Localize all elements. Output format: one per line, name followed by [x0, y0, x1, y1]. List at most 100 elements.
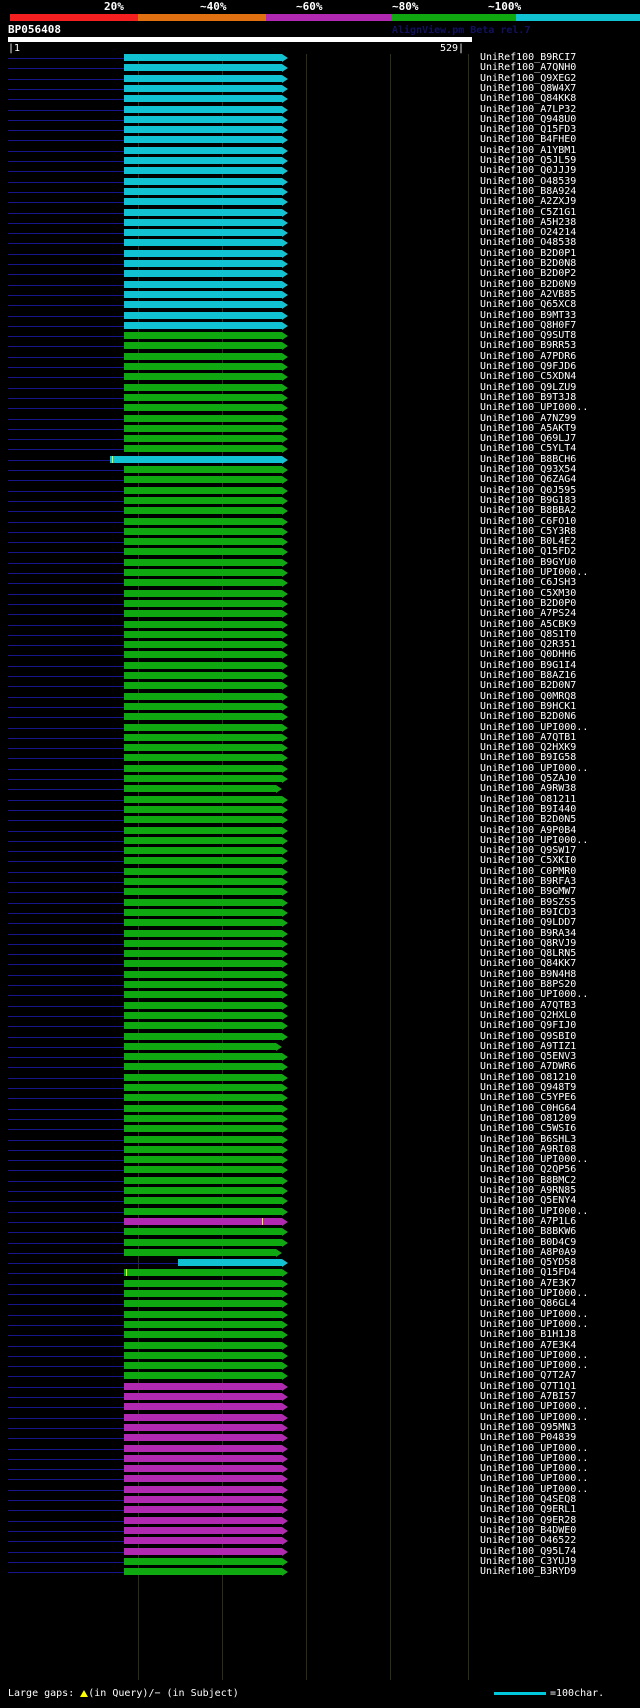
- hit-row[interactable]: UniRef100_Q9ERL1: [0, 1504, 640, 1515]
- hit-sequence-id[interactable]: UniRef100_Q84KK7: [480, 958, 577, 970]
- hsp-bar[interactable]: [124, 445, 282, 453]
- hit-row[interactable]: UniRef100_UPI000..: [0, 1154, 640, 1165]
- hit-sequence-id[interactable]: UniRef100_O48539: [480, 175, 577, 187]
- hsp-bar[interactable]: [124, 692, 282, 700]
- hit-row[interactable]: UniRef100_B9MT33: [0, 310, 640, 321]
- hit-sequence-id[interactable]: UniRef100_UPI000..: [480, 1349, 589, 1361]
- hsp-bar[interactable]: [124, 1279, 282, 1287]
- hit-sequence-id[interactable]: UniRef100_Q84KK8: [480, 93, 577, 105]
- hsp-bar[interactable]: [124, 1413, 282, 1421]
- hit-row[interactable]: UniRef100_B8BCH6: [0, 454, 640, 465]
- hit-sequence-id[interactable]: UniRef100_A7DWR6: [480, 1061, 577, 1073]
- hit-sequence-id[interactable]: UniRef100_B8BMC2: [480, 1174, 577, 1186]
- hsp-bar[interactable]: [124, 1568, 282, 1576]
- hsp-bar[interactable]: [124, 1228, 282, 1236]
- hit-sequence-id[interactable]: UniRef100_A9P0B4: [480, 824, 577, 836]
- hit-sequence-id[interactable]: UniRef100_UPI000..: [480, 834, 589, 846]
- hsp-bar[interactable]: [124, 569, 282, 576]
- hit-row[interactable]: UniRef100_C5YPE6: [0, 1092, 640, 1103]
- hit-sequence-id[interactable]: UniRef100_B9HCK1: [480, 700, 577, 712]
- hit-sequence-id[interactable]: UniRef100_A7LP32: [480, 103, 577, 115]
- hsp-bar[interactable]: [124, 723, 282, 731]
- hit-sequence-id[interactable]: UniRef100_Q8LRN5: [480, 948, 577, 960]
- hit-sequence-id[interactable]: UniRef100_C3YUJ9: [480, 1555, 577, 1567]
- hit-sequence-id[interactable]: UniRef100_O24214: [480, 227, 577, 239]
- hit-sequence-id[interactable]: UniRef100_C0HG64: [480, 1102, 577, 1114]
- hit-sequence-id[interactable]: UniRef100_A2ZXJ9: [480, 196, 577, 208]
- hsp-bar[interactable]: [124, 1187, 282, 1194]
- hit-row[interactable]: UniRef100_Q5ENV3: [0, 1051, 640, 1062]
- hsp-bar[interactable]: [124, 1526, 282, 1534]
- hit-row[interactable]: UniRef100_O46522: [0, 1535, 640, 1546]
- hsp-bar[interactable]: [124, 1197, 282, 1205]
- hit-row[interactable]: UniRef100_B2D0P2: [0, 268, 640, 279]
- hsp-bar[interactable]: [124, 126, 282, 134]
- hit-sequence-id[interactable]: UniRef100_Q65XC8: [480, 299, 577, 311]
- hsp-bar[interactable]: [124, 1001, 282, 1009]
- hsp-bar[interactable]: [124, 486, 282, 494]
- hit-sequence-id[interactable]: UniRef100_B8PS20: [480, 979, 577, 990]
- hit-row[interactable]: UniRef100_C5Y3R8: [0, 526, 640, 537]
- hsp-bar[interactable]: [124, 795, 282, 803]
- hit-sequence-id[interactable]: UniRef100_Q2HXL0: [480, 1009, 577, 1021]
- hit-row[interactable]: UniRef100_Q0MRQ8: [0, 691, 640, 702]
- hit-sequence-id[interactable]: UniRef100_Q15FD4: [480, 1267, 577, 1279]
- hsp-bar[interactable]: [124, 270, 282, 278]
- hsp-bar[interactable]: [124, 84, 282, 92]
- hit-sequence-id[interactable]: UniRef100_B9GYU0: [480, 556, 577, 568]
- hit-sequence-id[interactable]: UniRef100_Q9XEG2: [480, 72, 577, 84]
- hit-sequence-id[interactable]: UniRef100_A5CBK9: [480, 618, 577, 630]
- hit-sequence-id[interactable]: UniRef100_UPI000..: [480, 1442, 589, 1454]
- hit-row[interactable]: UniRef100_Q9SW17: [0, 845, 640, 856]
- hsp-bar[interactable]: [124, 1156, 282, 1164]
- hsp-bar[interactable]: [124, 1444, 282, 1452]
- hit-sequence-id[interactable]: UniRef100_Q6ZAG4: [480, 474, 577, 486]
- hit-sequence-id[interactable]: UniRef100_UPI000..: [480, 402, 589, 414]
- hit-sequence-id[interactable]: UniRef100_Q8H0F7: [480, 319, 577, 331]
- hit-sequence-id[interactable]: UniRef100_Q86GL4: [480, 1298, 577, 1310]
- hsp-bar[interactable]: [124, 785, 276, 793]
- hit-row[interactable]: UniRef100_Q86GL4: [0, 1298, 640, 1310]
- hit-sequence-id[interactable]: UniRef100_UPI000..: [480, 1288, 589, 1299]
- hit-sequence-id[interactable]: UniRef100_Q948T9: [480, 1082, 577, 1093]
- hsp-bar[interactable]: [124, 1454, 282, 1462]
- hit-sequence-id[interactable]: UniRef100_B2D0N7: [480, 680, 577, 692]
- hsp-bar[interactable]: [124, 466, 282, 473]
- hsp-bar[interactable]: [124, 1022, 282, 1030]
- hsp-bar[interactable]: [124, 991, 282, 999]
- hit-sequence-id[interactable]: UniRef100_Q7T1Q1: [480, 1380, 577, 1392]
- hsp-bar[interactable]: [124, 826, 282, 834]
- hit-row[interactable]: UniRef100_Q9LZU9: [0, 382, 640, 393]
- hsp-bar[interactable]: [124, 527, 282, 535]
- hsp-bar[interactable]: [124, 157, 282, 164]
- hsp-bar[interactable]: [110, 455, 282, 463]
- hit-row[interactable]: UniRef100_B8AZ16: [0, 670, 640, 681]
- hit-row[interactable]: UniRef100_Q93X54: [0, 464, 640, 475]
- hit-row[interactable]: UniRef100_Q5ENY4: [0, 1195, 640, 1206]
- hsp-bar[interactable]: [124, 1403, 282, 1411]
- hit-row[interactable]: UniRef100_Q9XEG2: [0, 72, 640, 84]
- hit-sequence-id[interactable]: UniRef100_B2D0N9: [480, 278, 577, 290]
- hit-row[interactable]: UniRef100_UPI000..: [0, 1349, 640, 1361]
- hsp-bar[interactable]: [124, 1032, 282, 1040]
- hit-row[interactable]: UniRef100_Q95MN3: [0, 1422, 640, 1433]
- hsp-bar[interactable]: [124, 424, 282, 432]
- hit-row[interactable]: UniRef100_B9IG58: [0, 752, 640, 763]
- hsp-bar[interactable]: [124, 857, 282, 865]
- hit-sequence-id[interactable]: UniRef100_A7BI57: [480, 1391, 577, 1402]
- hsp-bar[interactable]: [124, 1104, 282, 1112]
- hsp-bar[interactable]: [124, 74, 282, 82]
- hit-row[interactable]: UniRef100_Q2HXL0: [0, 1009, 640, 1021]
- hit-sequence-id[interactable]: UniRef100_A7E3K4: [480, 1339, 577, 1351]
- hit-sequence-id[interactable]: UniRef100_Q95L74: [480, 1545, 577, 1557]
- hit-row[interactable]: UniRef100_Q5YD58: [0, 1257, 640, 1268]
- hit-sequence-id[interactable]: UniRef100_B0D4C9: [480, 1236, 577, 1248]
- hit-sequence-id[interactable]: UniRef100_A7QNH0: [480, 62, 577, 74]
- hit-row[interactable]: UniRef100_Q948U0: [0, 114, 640, 125]
- hit-sequence-id[interactable]: UniRef100_C5XM30: [480, 587, 577, 599]
- hsp-bar[interactable]: [124, 54, 282, 61]
- hit-sequence-id[interactable]: UniRef100_Q4SEQ8: [480, 1494, 577, 1505]
- hsp-bar[interactable]: [124, 1547, 282, 1555]
- hit-row[interactable]: UniRef100_P04839: [0, 1432, 640, 1443]
- hit-sequence-id[interactable]: UniRef100_Q2R351: [480, 639, 577, 651]
